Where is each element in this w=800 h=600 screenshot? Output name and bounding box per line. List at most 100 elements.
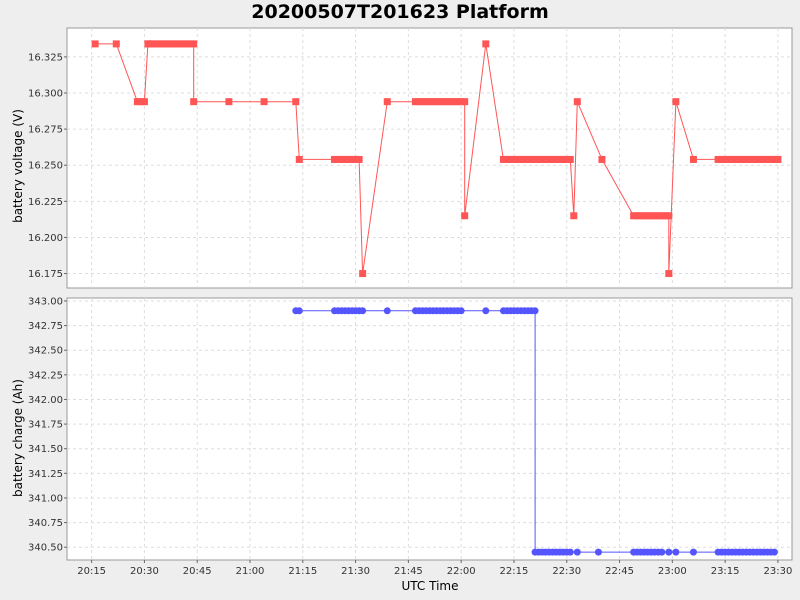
data-point [672,548,680,556]
data-point [770,548,778,556]
data-point [383,307,391,315]
data-point [112,40,120,48]
data-point [542,155,550,163]
data-point [756,155,764,163]
data-point [566,155,574,163]
data-point [665,270,673,278]
data-point [443,98,451,106]
data-point [517,155,525,163]
data-point [151,40,159,48]
data-point [137,98,145,106]
data-point [573,548,581,556]
data-point [594,548,602,556]
data-point [334,155,342,163]
data-point [538,155,546,163]
x-tick-label: 21:30 [341,566,370,577]
data-point [714,155,722,163]
data-point [461,98,469,106]
y-tick-label: 16.250 [28,161,63,172]
data-point [770,155,778,163]
data-point [728,155,736,163]
data-point [155,40,163,48]
data-point [763,155,771,163]
data-point [658,212,666,220]
data-point [559,155,567,163]
y-tick-label: 340.75 [28,518,63,529]
data-point [436,98,444,106]
data-point [454,98,462,106]
data-point [295,155,303,163]
chart-title: 20200507T201623 Platform [251,1,549,23]
data-point [510,155,518,163]
y-tick-label: 16.300 [28,89,63,100]
data-point [531,307,539,315]
data-point [528,155,536,163]
data-point [260,98,268,106]
data-point [665,548,673,556]
data-point [774,155,782,163]
data-point [341,155,349,163]
data-point [633,212,641,220]
y-tick-label: 341.75 [28,420,63,431]
x-tick-label: 21:45 [394,566,423,577]
data-point [422,98,430,106]
data-point [144,40,152,48]
data-point [658,548,666,556]
data-point [429,98,437,106]
data-point [767,155,775,163]
data-point [598,155,606,163]
data-point [292,98,300,106]
plot-area-charge [66,297,793,561]
data-point [162,40,170,48]
y-tick-label: 341.00 [28,493,63,504]
data-point [570,212,578,220]
data-point [169,40,177,48]
data-point [165,40,173,48]
data-point [753,155,761,163]
data-point [563,155,571,163]
data-point [440,98,448,106]
data-point [176,40,184,48]
data-point [746,155,754,163]
x-tick-label: 22:45 [605,566,634,577]
x-tick-label: 22:30 [552,566,581,577]
data-point [457,307,465,315]
data-point [179,40,187,48]
data-point [295,307,303,315]
y-tick-label: 343.00 [28,296,63,307]
data-point [637,212,645,220]
data-point [689,155,697,163]
data-point [566,548,574,556]
data-point [172,40,180,48]
data-point [531,155,539,163]
data-point [506,155,514,163]
data-point [732,155,740,163]
x-tick-label: 23:15 [711,566,740,577]
y-tick-label: 16.325 [28,52,63,63]
data-point [348,155,356,163]
data-point [190,98,198,106]
y-tick-label: 16.275 [28,125,63,136]
data-point [183,40,191,48]
data-point [552,155,560,163]
data-point [359,307,367,315]
data-point [433,98,441,106]
data-point [549,155,557,163]
data-point [91,40,99,48]
data-point [383,98,391,106]
y-tick-label: 342.25 [28,370,63,381]
data-point [359,270,367,278]
data-point [689,548,697,556]
data-point [415,98,423,106]
data-point [739,155,747,163]
data-point [672,98,680,106]
x-tick-label: 22:15 [500,566,529,577]
data-point [521,155,529,163]
data-point [450,98,458,106]
x-axis-label: UTC Time [402,579,459,593]
plot-area-voltage [66,27,793,289]
data-point [651,212,659,220]
data-point [721,155,729,163]
y-tick-label: 16.225 [28,197,63,208]
